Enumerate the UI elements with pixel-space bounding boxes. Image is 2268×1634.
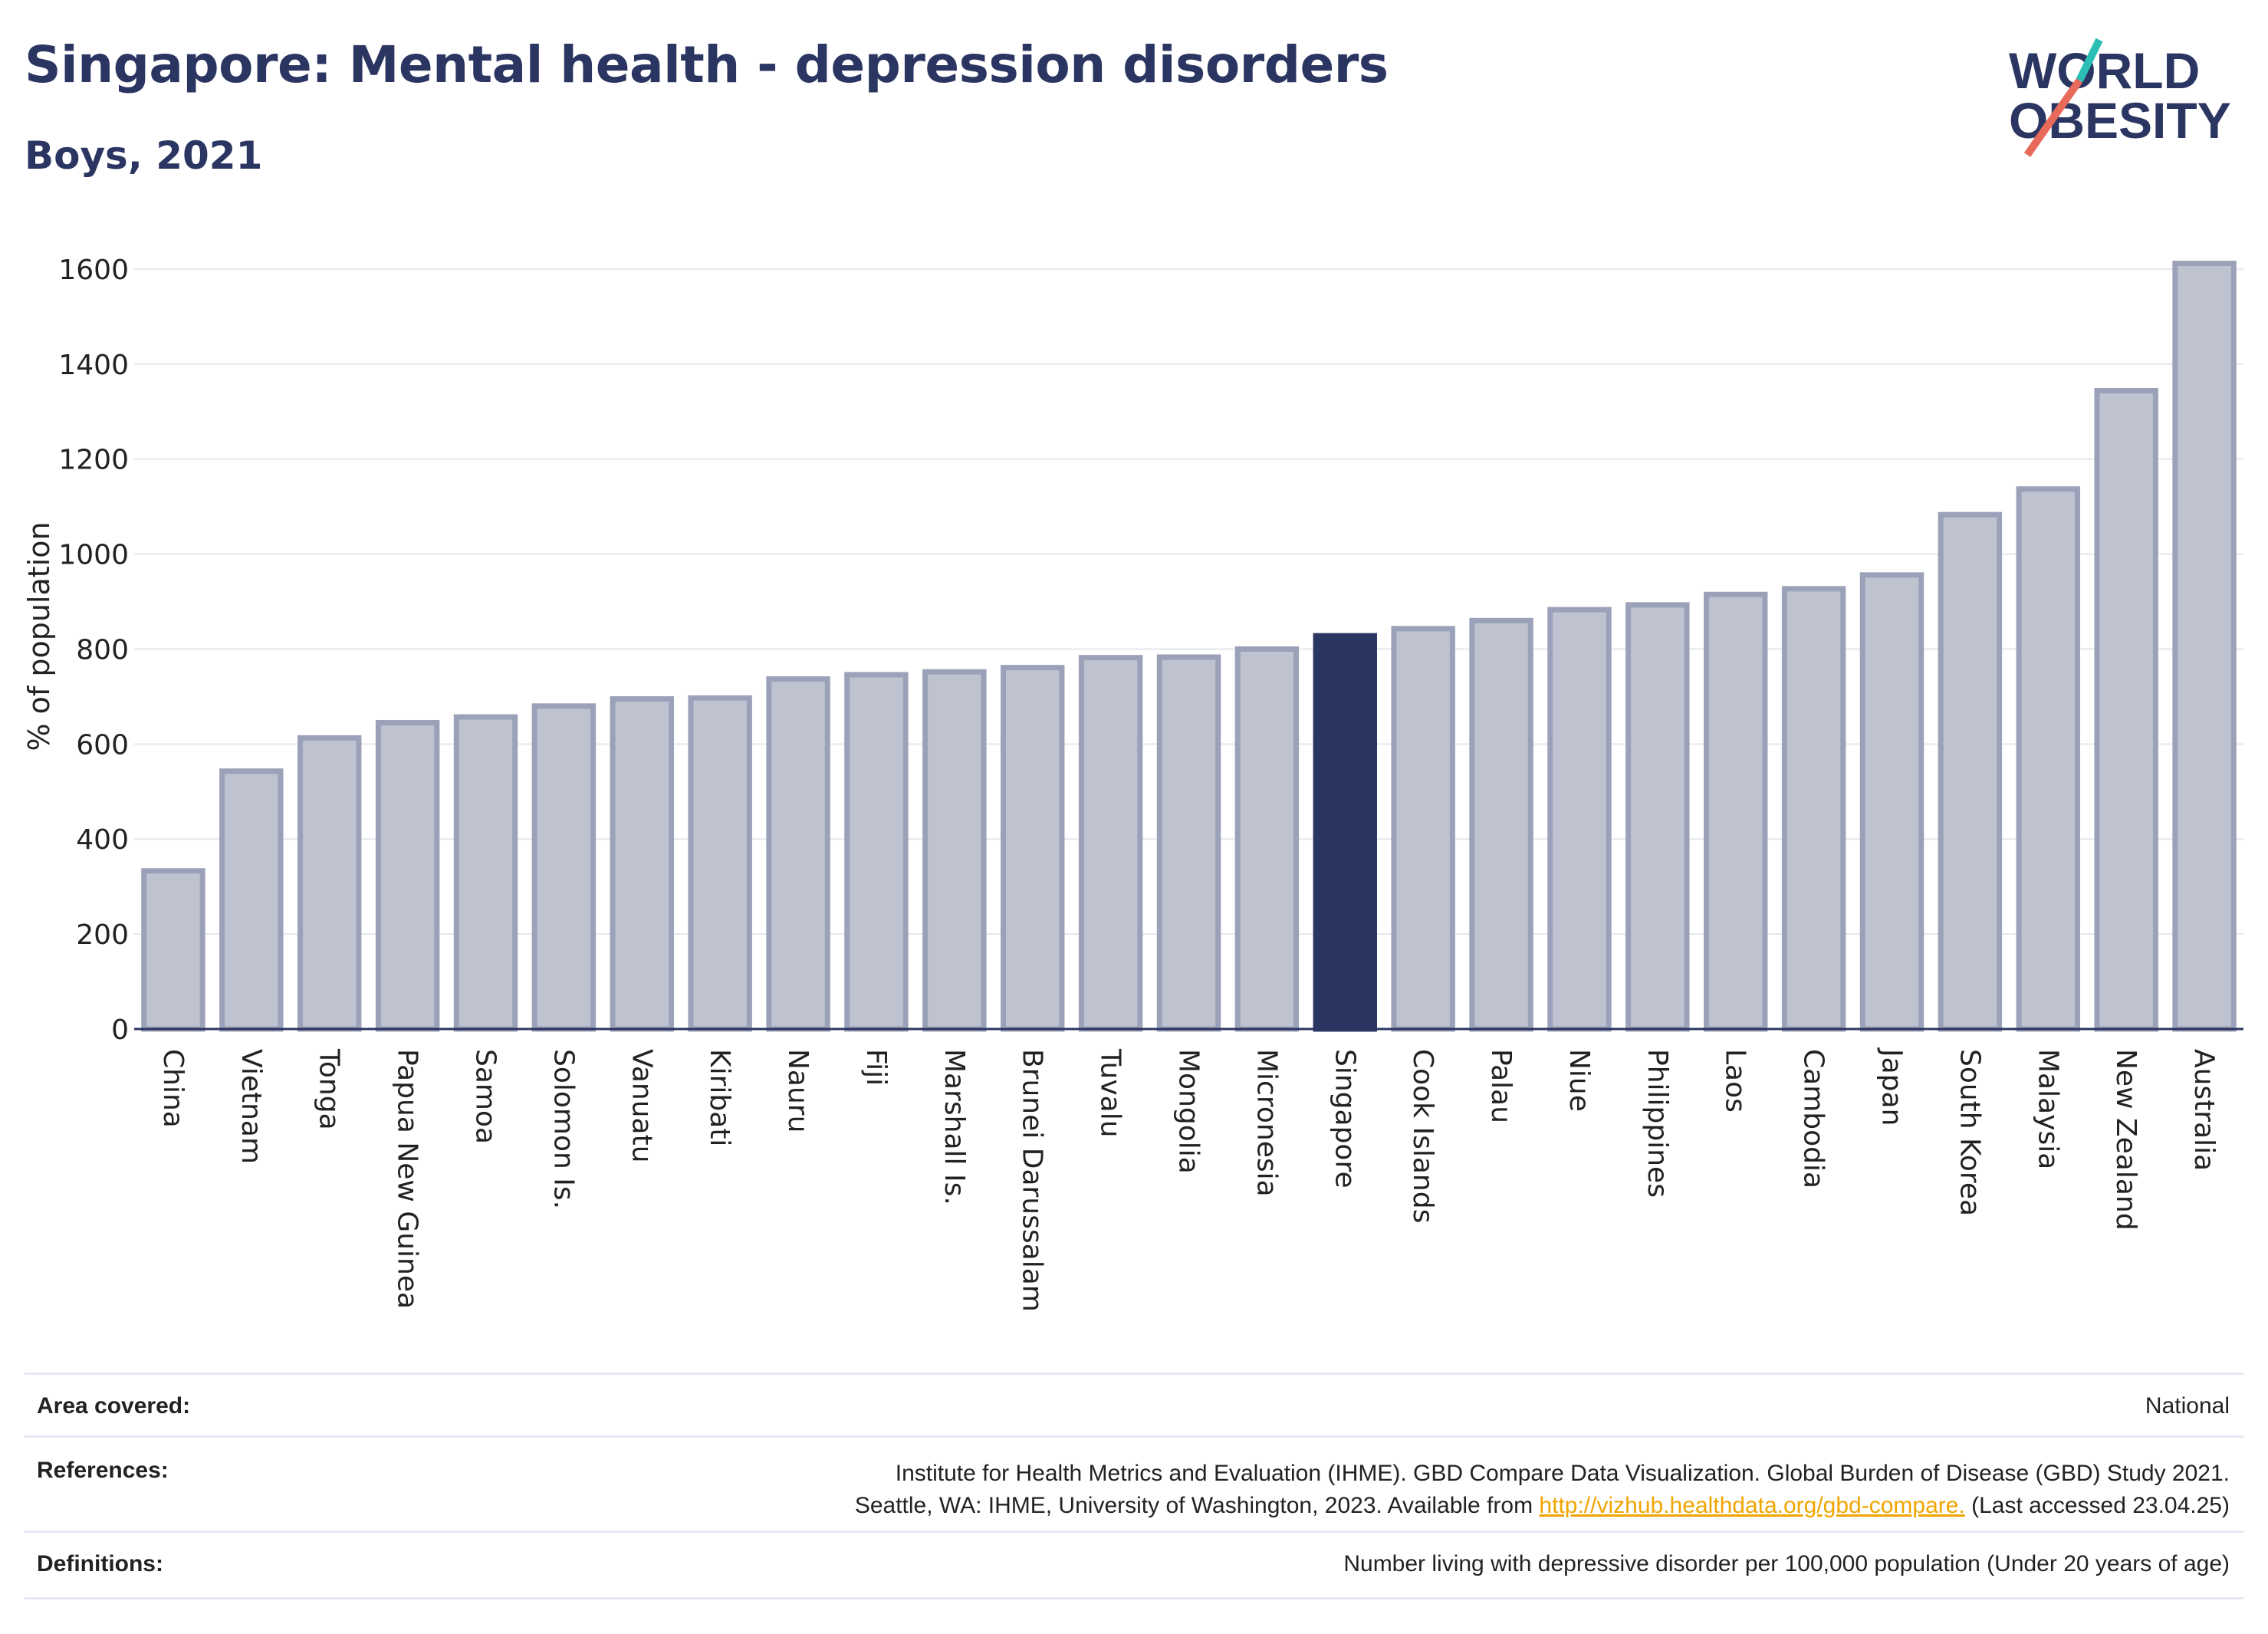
bar-cook-islands bbox=[1391, 626, 1455, 1032]
chart-subtitle: Boys, 2021 bbox=[25, 133, 263, 178]
footer-area-row: Area covered: National bbox=[25, 1373, 2243, 1438]
x-tick-label: Kiribati bbox=[704, 1049, 735, 1146]
area-covered-value: National bbox=[2145, 1393, 2230, 1419]
bar-australia bbox=[2172, 261, 2237, 1032]
x-tick-label: Tuvalu bbox=[1095, 1048, 1126, 1138]
bar-laos bbox=[1704, 591, 1768, 1032]
y-tick-label: 600 bbox=[76, 729, 129, 761]
bar-tuvalu bbox=[1078, 655, 1143, 1032]
references-line-1: Institute for Health Metrics and Evaluat… bbox=[895, 1461, 2230, 1486]
x-tick-label: Malaysia bbox=[2032, 1049, 2063, 1169]
references-line-2: Seattle, WA: IHME, University of Washing… bbox=[855, 1490, 2230, 1522]
footer-references-row: References: Institute for Health Metrics… bbox=[25, 1435, 2243, 1533]
definitions-value: Number living with depressive disorder p… bbox=[1343, 1551, 2230, 1576]
y-axis-ticks: 0 200 400 600 800 1000 1200 1400 1600 bbox=[58, 255, 129, 1046]
bar-malaysia bbox=[2016, 486, 2080, 1032]
references-line-2-post: (Last accessed 23.04.25) bbox=[1964, 1493, 2230, 1518]
x-tick-label: Micronesia bbox=[1251, 1049, 1282, 1197]
references-line-2-pre: Seattle, WA: IHME, University of Washing… bbox=[854, 1493, 1540, 1518]
world-obesity-logo: WORLD OBESITY bbox=[2009, 38, 2231, 157]
bar-micronesia bbox=[1234, 646, 1300, 1032]
bar-philippines bbox=[1625, 602, 1690, 1032]
x-tick-label: Brunei Darussalam bbox=[1017, 1049, 1048, 1312]
bars bbox=[141, 261, 2237, 1032]
x-tick-label: Solomon Is. bbox=[547, 1049, 579, 1209]
y-axis-label: % of population bbox=[22, 521, 56, 751]
x-tick-label: Singapore bbox=[1329, 1049, 1360, 1189]
logo-line2: OBESITY bbox=[2009, 92, 2231, 149]
y-tick-label: 1200 bbox=[58, 445, 129, 476]
x-tick-label: Vietnam bbox=[235, 1049, 267, 1164]
bar-fiji bbox=[844, 672, 909, 1032]
y-tick-label: 800 bbox=[76, 634, 129, 666]
bar-kiribati bbox=[688, 695, 752, 1032]
bar-new-zealand bbox=[2094, 388, 2158, 1032]
bar-chart: 0 200 400 600 800 1000 1200 1400 1600 China Vietn… bbox=[22, 255, 2243, 1312]
logo-slash-teal bbox=[2076, 38, 2103, 83]
bar-mongolia bbox=[1156, 654, 1221, 1032]
y-tick-label: 1600 bbox=[58, 255, 129, 286]
bar-solomon-is- bbox=[531, 703, 597, 1032]
x-tick-label: Marshall Is. bbox=[938, 1049, 970, 1205]
y-tick-label: 200 bbox=[76, 919, 129, 951]
bar-china bbox=[141, 868, 205, 1032]
bar-singapore bbox=[1313, 633, 1377, 1032]
x-axis-labels: China Vietnam Tonga Papua New Guinea Samoa So… bbox=[157, 1047, 2220, 1312]
references-label: References: bbox=[37, 1458, 169, 1483]
references-value: Institute for Health Metrics and Evaluat… bbox=[855, 1458, 2230, 1522]
x-tick-label: Palau bbox=[1485, 1049, 1517, 1123]
chart-title: Singapore: Mental health - depression di… bbox=[25, 35, 1389, 94]
y-tick-label: 1400 bbox=[58, 350, 129, 381]
logo-line1: WORLD bbox=[2009, 42, 2200, 99]
bar-cambodia bbox=[1781, 586, 1846, 1032]
x-tick-label: Mongolia bbox=[1173, 1049, 1205, 1174]
footer-definitions-row: Definitions: Number living with depressi… bbox=[25, 1530, 2243, 1599]
bar-vietnam bbox=[219, 768, 284, 1032]
area-covered-label: Area covered: bbox=[37, 1393, 191, 1419]
x-tick-label: Samoa bbox=[470, 1049, 501, 1144]
x-tick-label: China bbox=[157, 1049, 189, 1128]
x-tick-label: Fiji bbox=[860, 1049, 892, 1086]
x-tick-label: Laos bbox=[1720, 1049, 1751, 1113]
y-tick-label: 400 bbox=[76, 824, 129, 856]
y-tick-label: 0 bbox=[111, 1014, 129, 1046]
bar-papua-new-guinea bbox=[375, 719, 440, 1032]
x-tick-label: Nauru bbox=[782, 1049, 814, 1133]
bar-south-korea bbox=[1938, 511, 2003, 1032]
bar-marshall-is- bbox=[922, 669, 987, 1032]
x-tick-label: Australia bbox=[2188, 1049, 2220, 1171]
bar-brunei-darussalam bbox=[1001, 665, 1065, 1032]
x-tick-label: Philippines bbox=[1642, 1049, 1673, 1198]
y-tick-label: 1000 bbox=[58, 540, 129, 571]
bar-nauru bbox=[766, 676, 830, 1032]
x-tick-label: Vanuatu bbox=[626, 1049, 657, 1163]
x-tick-label: South Korea bbox=[1954, 1049, 1985, 1216]
x-tick-label: Tonga bbox=[314, 1048, 345, 1130]
x-tick-label: Papua New Guinea bbox=[392, 1049, 423, 1309]
x-tick-label: New Zealand bbox=[2110, 1049, 2141, 1231]
bar-vanuatu bbox=[610, 696, 674, 1032]
definitions-label: Definitions: bbox=[37, 1551, 163, 1576]
references-link[interactable]: http://vizhub.healthdata.org/gbd-compare… bbox=[1539, 1493, 1965, 1518]
bar-samoa bbox=[453, 714, 518, 1032]
bar-tonga bbox=[297, 735, 362, 1032]
bar-palau bbox=[1469, 617, 1533, 1032]
x-tick-label: Cook Islands bbox=[1407, 1049, 1438, 1223]
x-tick-label: Niue bbox=[1563, 1049, 1595, 1112]
x-tick-label: Japan bbox=[1876, 1047, 1908, 1126]
bar-japan bbox=[1859, 572, 1925, 1032]
logo-slash-coral bbox=[2023, 78, 2083, 157]
x-tick-label: Cambodia bbox=[1798, 1049, 1829, 1189]
bar-niue bbox=[1547, 607, 1612, 1032]
